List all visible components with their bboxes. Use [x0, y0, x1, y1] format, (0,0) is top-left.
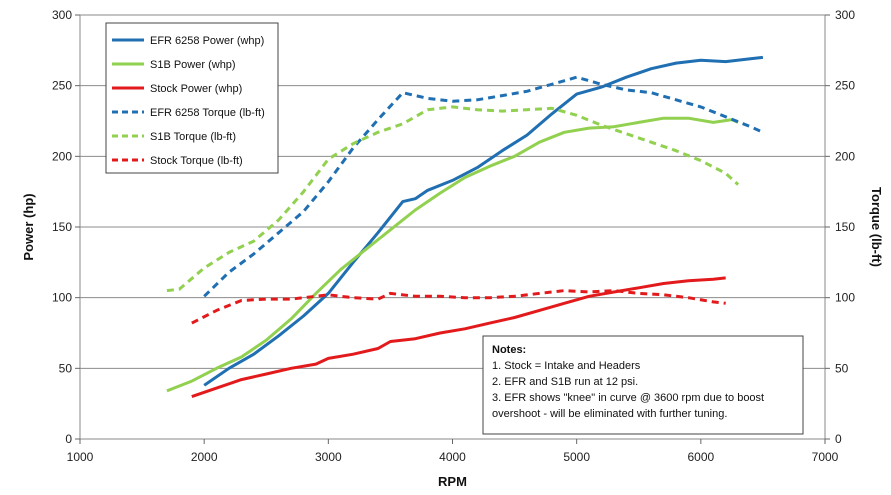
notes-line-4: overshoot - will be eliminated with furt… — [492, 408, 727, 420]
legend-label-6: Stock Torque (lb-ft) — [150, 155, 243, 167]
axis-ticks: 0501001502002503000501001502002503001000… — [52, 8, 855, 464]
x-tick-label: 1000 — [67, 450, 94, 464]
notes-line-1: 1. Stock = Intake and Headers — [492, 360, 641, 372]
x-tick-label: 4000 — [439, 450, 466, 464]
x-tick-label: 3000 — [315, 450, 342, 464]
y-tick-label: 0 — [65, 432, 72, 446]
notes-line-3: 3. EFR shows "knee" in curve @ 3600 rpm … — [492, 392, 764, 404]
series-line-3 — [191, 276, 726, 399]
legend-label-2: S1B Power (whp) — [150, 59, 236, 71]
series-line-2 — [166, 116, 739, 393]
y2-tick-label: 150 — [835, 220, 855, 234]
x-tick-label: 5000 — [563, 450, 590, 464]
y2-axis-title: Torque (lb-ft) — [869, 187, 884, 267]
legend-label-4: EFR 6258 Torque (lb-ft) — [150, 107, 265, 119]
series-group — [166, 55, 764, 399]
y-tick-label: 200 — [52, 149, 72, 163]
series-line-6 — [191, 289, 726, 325]
legend-box — [105, 22, 279, 174]
series-line-5 — [166, 105, 740, 293]
y2-tick-label: 300 — [835, 8, 855, 22]
notes-box: Notes: 1. Stock = Intake and Headers 2. … — [482, 335, 804, 435]
legend-label-1: EFR 6258 Power (whp) — [150, 35, 264, 47]
y-tick-label: 150 — [52, 220, 72, 234]
y-tick-label: 300 — [52, 8, 72, 22]
y-axis-title: Power (hp) — [21, 193, 36, 260]
y2-tick-label: 0 — [835, 432, 842, 446]
notes-title: Notes: — [492, 344, 526, 356]
legend-label-3: Stock Power (whp) — [150, 83, 242, 95]
notes-frame — [482, 335, 804, 435]
y2-tick-label: 200 — [835, 149, 855, 163]
x-axis-title: RPM — [438, 474, 467, 489]
y-tick-label: 100 — [52, 291, 72, 305]
notes-line-2: 2. EFR and S1B run at 12 psi. — [492, 376, 638, 388]
x-tick-label: 6000 — [687, 450, 714, 464]
legend-label-5: S1B Torque (lb-ft) — [150, 131, 236, 143]
y2-tick-label: 50 — [835, 361, 849, 375]
y2-tick-label: 250 — [835, 79, 855, 93]
legend: EFR 6258 Power (whp) S1B Power (whp) Stock… — [105, 22, 279, 174]
series-line-4 — [203, 75, 764, 298]
y2-tick-label: 100 — [835, 291, 855, 305]
y-tick-label: 50 — [59, 361, 73, 375]
series-line-1 — [203, 55, 764, 387]
x-tick-label: 2000 — [191, 450, 218, 464]
x-tick-label: 7000 — [812, 450, 839, 464]
y-tick-label: 250 — [52, 79, 72, 93]
